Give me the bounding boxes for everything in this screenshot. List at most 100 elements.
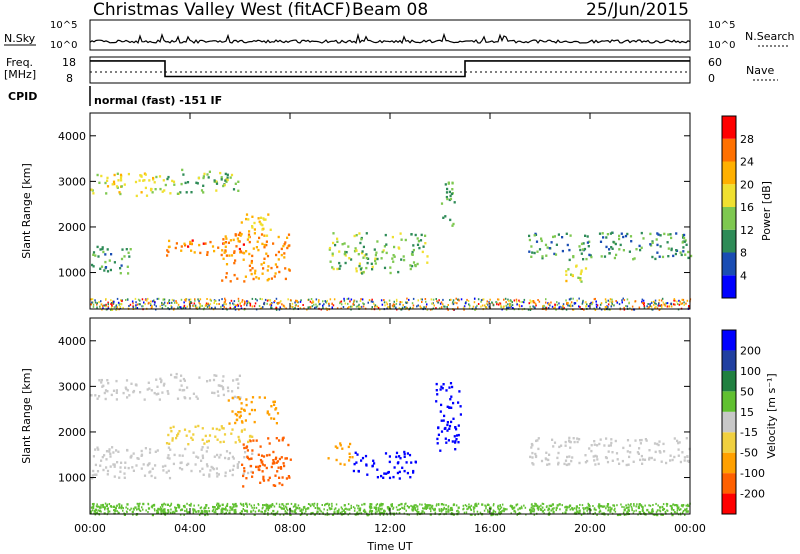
heatmap-cell [595,508,597,511]
heatmap-cell [226,173,229,176]
heatmap-cell [668,305,670,308]
heatmap-cell [122,509,124,512]
heatmap-cell [476,304,478,307]
heatmap-cell [260,454,264,457]
heatmap-cell [473,508,475,511]
heatmap-cell [115,391,118,394]
heatmap-cell [245,213,249,216]
heatmap-cell [677,448,680,451]
heatmap-cell [234,502,237,506]
heatmap-cell [369,507,372,510]
heatmap-cell [120,257,124,261]
heatmap-cell [370,262,373,265]
heatmap-cell [119,470,122,473]
heatmap-cell [156,509,158,512]
heatmap-cell [90,506,93,509]
heatmap-cell [350,298,353,301]
heatmap-cell [267,513,269,516]
heatmap-cell [398,247,401,250]
heatmap-cell [405,301,407,304]
heatmap-cell [481,304,484,307]
heatmap-cell [654,257,657,261]
heatmap-cell [257,465,260,468]
heatmap-cell [570,459,573,463]
heatmap-cell [566,455,569,459]
heatmap-cell [641,462,644,465]
heatmap-cell [445,504,447,507]
heatmap-cell [273,400,276,403]
heatmap-cell [405,509,407,512]
heatmap-cell [576,437,579,440]
heatmap-cell [261,470,264,473]
heatmap-cell [149,448,152,451]
heatmap-cell [91,263,94,267]
heatmap-cell [362,271,365,274]
heatmap-cell [235,245,238,248]
heatmap-cell [635,509,637,512]
heatmap-cell [145,509,147,512]
heatmap-cell [284,241,287,244]
heatmap-cell [114,510,116,513]
heatmap-cell [571,456,574,459]
heatmap-cell [213,179,216,182]
heatmap-cell [204,434,207,438]
heatmap-cell [148,179,151,182]
heatmap-cell [591,301,594,304]
heatmap-cell [102,250,105,254]
heatmap-cell [255,439,258,442]
heatmap-cell [687,250,690,254]
heatmap-cell [274,474,277,477]
heatmap-cell [199,251,202,255]
heatmap-cell [638,244,641,248]
heatmap-cell [635,505,637,508]
heatmap-cell [403,469,406,473]
heatmap-cell [317,300,320,303]
heatmap-cell [412,469,415,473]
heatmap-cell [358,264,361,268]
heatmap-cell [147,507,151,510]
heatmap-cell [228,511,230,514]
heatmap-cell [278,457,281,461]
heatmap-cell [417,304,419,307]
heatmap-cell [325,301,328,304]
heatmap-cell [258,509,260,512]
heatmap-cell [185,434,188,437]
heatmap-cell [412,509,414,512]
heatmap-cell [283,507,285,510]
heatmap-cell [316,506,319,509]
heatmap-cell [339,302,341,305]
heatmap-cell [313,505,315,508]
heatmap-cell [178,454,181,457]
heatmap-cell [246,302,248,305]
heatmap-cell [401,506,403,509]
heatmap-cell [189,298,192,301]
heatmap-cell [457,506,460,509]
heatmap-cell [382,476,385,479]
heatmap-cell [206,298,208,300]
heatmap-cell [275,306,277,309]
heatmap-cell [218,384,222,387]
heatmap-cell [215,374,218,377]
heatmap-cell [579,278,582,282]
heatmap-cell [664,304,666,307]
heatmap-cell [273,403,276,406]
heatmap-cell [434,508,436,511]
heatmap-cell [250,457,253,460]
heatmap-cell [571,508,574,511]
heatmap-cell [221,503,224,506]
heatmap-cell [615,253,618,257]
heatmap-cell [347,245,350,248]
heatmap-cell [161,391,164,394]
heatmap-cell [365,232,368,235]
heatmap-cell [309,505,312,508]
heatmap-cell [184,244,187,247]
heatmap-cell [556,456,559,460]
heatmap-cell [599,510,602,513]
heatmap-cell [103,454,106,457]
heatmap-cell [242,443,245,446]
heatmap-cell [237,411,240,414]
heatmap-cell [123,476,126,479]
heatmap-cell [195,307,198,310]
heatmap-cell [251,254,254,258]
